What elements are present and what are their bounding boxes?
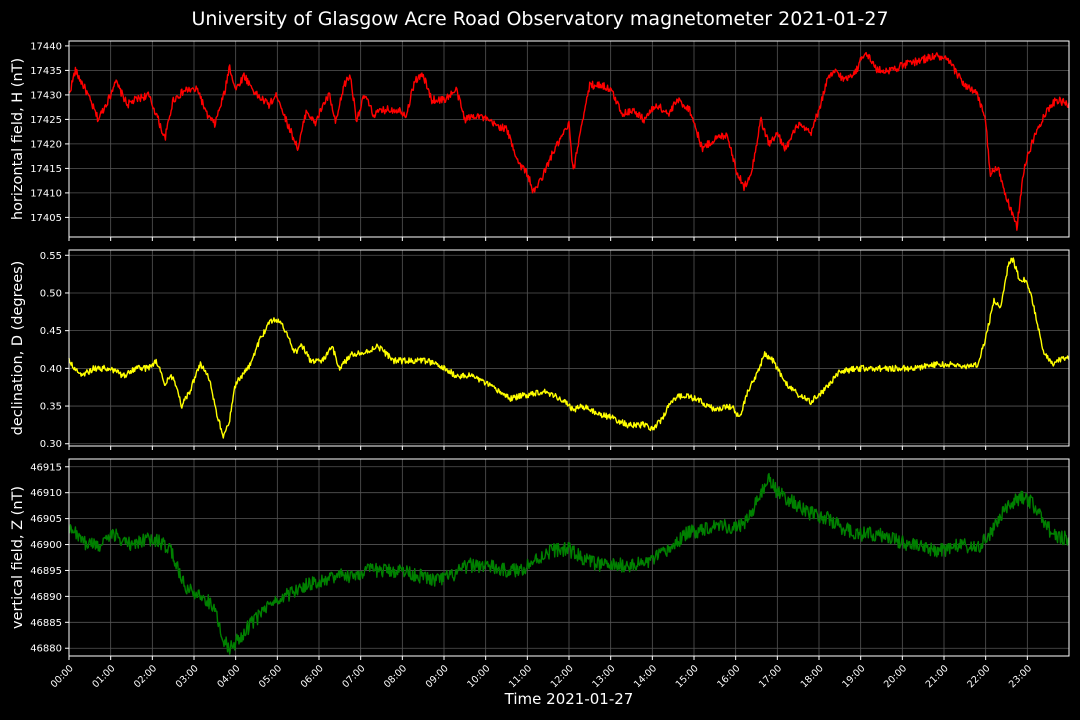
y-tick-label: 0.50 — [40, 288, 62, 299]
y-axis-label: vertical field, Z (nT) — [10, 486, 26, 629]
y-tick-label: 0.40 — [40, 364, 62, 375]
series-line-0 — [68, 51, 1070, 231]
y-tick-label: 46905 — [30, 514, 62, 525]
x-tick-label: 18:00 — [799, 663, 826, 690]
y-tick-label: 17410 — [30, 188, 62, 199]
x-tick-label: 13:00 — [590, 663, 617, 690]
x-tick-label: 23:00 — [1007, 663, 1034, 690]
x-tick-label: 12:00 — [549, 663, 576, 690]
axes-frame — [68, 249, 1070, 447]
x-tick-label: 08:00 — [382, 663, 409, 690]
y-tick-label: 46910 — [30, 488, 62, 499]
x-tick-label: 02:00 — [132, 663, 159, 690]
y-tick-label: 17430 — [30, 90, 62, 101]
x-axis-label: Time 2021-01-27 — [504, 690, 634, 708]
y-tick-label: 17405 — [30, 213, 62, 224]
y-tick-label: 17425 — [30, 115, 62, 126]
x-tick-label: 15:00 — [674, 663, 701, 690]
x-tick-label: 16:00 — [715, 663, 742, 690]
x-tick-label: 03:00 — [174, 663, 201, 690]
x-tick-label: 09:00 — [424, 663, 451, 690]
y-tick-label: 0.55 — [40, 251, 62, 262]
y-tick-label: 46880 — [30, 644, 62, 655]
y-axis-label: horizontal field, H (nT) — [10, 58, 26, 220]
y-tick-label: 46885 — [30, 618, 62, 629]
y-tick-label: 0.35 — [40, 402, 62, 413]
x-tick-label: 20:00 — [882, 663, 909, 690]
y-tick-label: 17440 — [30, 41, 62, 52]
series-line-1 — [68, 257, 1070, 439]
y-tick-label: 0.30 — [40, 439, 62, 450]
series-line-2 — [68, 472, 1070, 655]
x-tick-label: 10:00 — [465, 663, 492, 690]
x-tick-label: 05:00 — [257, 663, 284, 690]
y-tick-label: 46890 — [30, 592, 62, 603]
axes-frame — [68, 458, 1070, 657]
chart-title: University of Glasgow Acre Road Observat… — [191, 8, 889, 30]
y-tick-label: 17435 — [30, 66, 62, 77]
x-tick-label: 01:00 — [90, 663, 117, 690]
y-tick-label: 0.45 — [40, 326, 62, 337]
y-tick-label: 46895 — [30, 566, 62, 577]
x-tick-label: 22:00 — [965, 663, 992, 690]
x-tick-label: 06:00 — [299, 663, 326, 690]
axes-frame — [68, 40, 1070, 238]
x-tick-label: 07:00 — [340, 663, 367, 690]
y-tick-label: 46915 — [30, 462, 62, 473]
x-tick-label: 17:00 — [757, 663, 784, 690]
x-tick-label: 11:00 — [507, 663, 534, 690]
x-tick-label: 19:00 — [840, 663, 867, 690]
x-tick-label: 21:00 — [924, 663, 951, 690]
y-tick-label: 17420 — [30, 139, 62, 150]
y-tick-label: 17415 — [30, 164, 62, 175]
y-axis-label: declination, D (degrees) — [10, 261, 26, 436]
y-tick-label: 46900 — [30, 540, 62, 551]
x-tick-label: 14:00 — [632, 663, 659, 690]
x-tick-label: 00:00 — [49, 663, 76, 690]
x-tick-label: 04:00 — [215, 663, 242, 690]
